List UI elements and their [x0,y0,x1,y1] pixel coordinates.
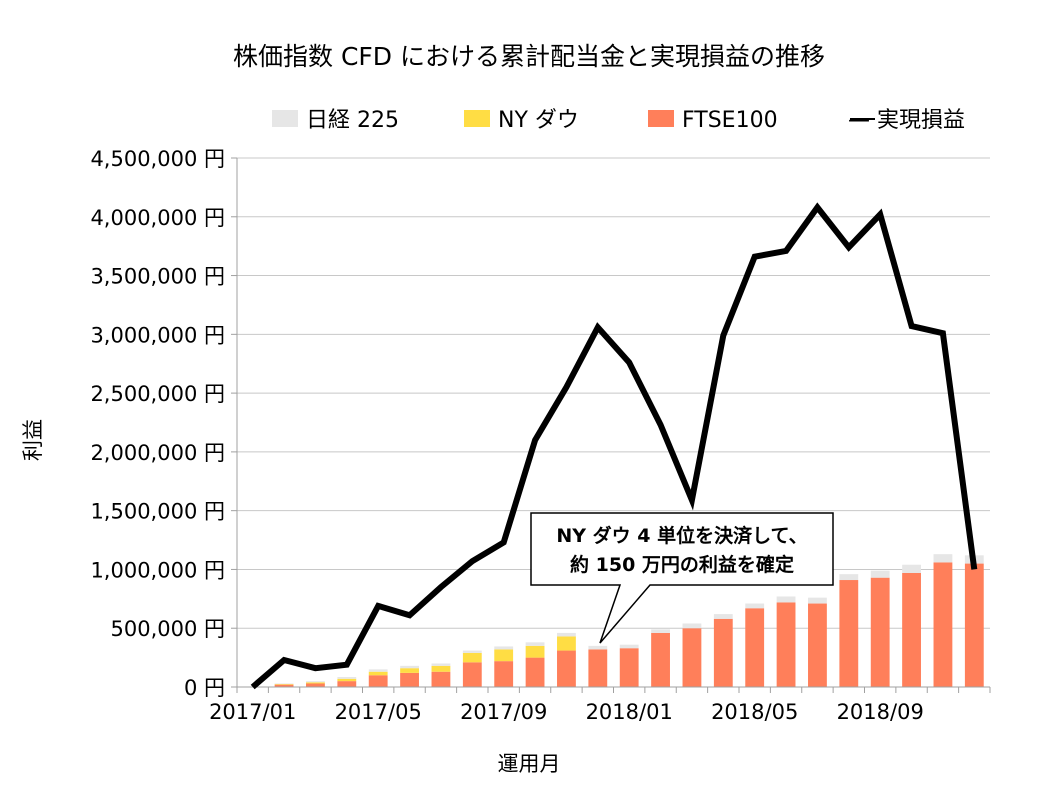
y-tick-label: 3,000,000 円 [90,323,225,347]
bar-日経-225 [839,574,859,581]
y-tick-label: 1,000,000 円 [90,558,225,582]
bar-日経-225 [274,683,294,685]
legend-label-ftse: FTSE100 [682,108,778,133]
bar-ftse100 [902,572,921,687]
bar-ftse100 [431,671,451,687]
y-tick-label: 500,000 円 [110,617,225,641]
bar-ftse100 [274,684,294,687]
bar-ftse100 [494,661,514,687]
bar-ny-ダウ [400,668,419,673]
y-tick-label: 2,500,000 円 [90,382,225,406]
y-tick-label: 0 円 [184,676,225,700]
bar-ftse100 [462,662,482,687]
x-axis-label: 運用月 [498,752,561,776]
x-tick-label: 2018/09 [837,700,924,724]
legend-swatch-ny-dow [464,110,490,127]
bar-ny-ダウ [494,649,514,662]
realized-pl-line-group [250,202,978,690]
bar-ftse100 [870,577,890,687]
bar-日経-225 [745,603,765,609]
bar-日経-225 [368,669,388,672]
annotation-callout: NY ダウ 4 単位を決済して、 約 150 万円の利益を確定 [530,512,834,644]
bar-ftse100 [933,562,953,687]
bar-日経-225 [651,629,670,633]
bar-ny-ダウ [525,645,545,658]
y-tick-label: 4,000,000 円 [90,206,225,230]
bar-ny-ダウ [368,671,388,676]
bar-日経-225 [902,564,921,573]
annotation-box [530,512,834,644]
annotation-line-1: NY ダウ 4 単位を決済して、 [556,524,807,547]
bar-ny-ダウ [306,682,325,684]
bar-日経-225 [494,646,514,650]
annotation-line-2: 約 150 万円の利益を確定 [570,553,794,576]
bars [274,554,984,687]
x-tick-label: 2018/05 [711,700,798,724]
bar-ftse100 [808,603,827,687]
x-axis-ticks: 2017/01 2017/05 2017/09 2018/01 2018/05 2018/… [209,687,991,724]
bar-ftse100 [557,650,576,687]
bar-日経-225 [870,570,890,578]
bar-日経-225 [588,645,608,650]
legend: 日経 225 NY ダウ FTSE100 — 実現損益 [272,108,965,133]
realized-pl-line [250,202,978,690]
bar-日経-225 [462,650,482,653]
x-tick-label: 2017/05 [335,700,422,724]
bar-ftse100 [525,657,545,687]
y-tick-label: 4,500,000 円 [90,147,225,171]
bar-ftse100 [713,618,733,687]
x-tick-label: 2018/01 [586,700,673,724]
legend-label-realized: — 実現損益 [848,108,965,133]
bar-日経-225 [557,632,576,637]
bar-日経-225 [431,663,451,666]
bar-日経-225 [525,642,545,646]
legend-label-nikkei: 日経 225 [306,108,399,133]
bar-ftse100 [651,632,670,687]
bar-ftse100 [337,681,357,687]
bar-ftse100 [588,649,608,687]
bar-ny-ダウ [462,652,482,663]
bar-ftse100 [619,648,639,687]
bar-ftse100 [306,683,325,687]
legend-swatch-nikkei [272,110,298,127]
bar-日経-225 [306,681,325,683]
bar-ftse100 [745,608,765,687]
bar-日経-225 [933,554,953,563]
y-axis-label: 利益 [21,419,45,461]
y-axis-ticks: 0 円 500,000 円 1,000,000 円 1,500,000 円 2,000,… [90,147,225,700]
bar-ftse100 [964,563,984,687]
bar-ftse100 [682,628,702,687]
bar-日経-225 [776,596,796,603]
y-tick-label: 1,500,000 円 [90,500,225,524]
bar-ny-ダウ [337,678,357,682]
bar-日経-225 [337,677,357,679]
bar-ny-ダウ [431,665,451,672]
y-tick-label: 3,500,000 円 [90,265,225,289]
x-tick-label: 2017/01 [209,700,296,724]
bar-ny-ダウ [274,684,294,685]
legend-swatch-ftse [648,110,674,127]
bar-日経-225 [713,614,733,619]
bar-ftse100 [400,672,419,687]
legend-label-ny-dow: NY ダウ [498,108,579,133]
bar-日経-225 [400,665,419,669]
bar-ny-ダウ [557,636,576,651]
y-tick-label: 2,000,000 円 [90,441,225,465]
bar-日経-225 [682,623,702,629]
bar-日経-225 [808,597,827,604]
bar-ftse100 [839,580,859,687]
chart-title: 株価指数 CFD における累計配当金と実現損益の推移 [233,42,825,71]
bar-日経-225 [619,644,639,649]
bar-ftse100 [368,675,388,687]
x-tick-label: 2017/09 [460,700,547,724]
bar-ftse100 [776,602,796,687]
